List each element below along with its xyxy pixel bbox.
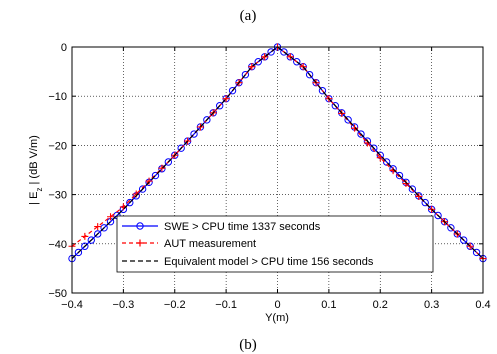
legend-entry-swe: SWE > CPU time 1337 seconds bbox=[122, 221, 321, 233]
data-point-swe bbox=[395, 171, 404, 180]
data-point-swe bbox=[228, 86, 237, 95]
legend: SWE > CPU time 1337 seconds AUT measurem… bbox=[116, 215, 434, 273]
data-point-swe bbox=[190, 130, 198, 138]
data-point-swe bbox=[421, 198, 429, 207]
series-equivalent bbox=[71, 46, 484, 259]
data-point-swe bbox=[357, 130, 365, 138]
data-point-aut bbox=[222, 95, 230, 103]
data-point-swe bbox=[370, 144, 378, 152]
data-point-swe bbox=[81, 242, 89, 250]
data-point-swe bbox=[293, 58, 301, 66]
y-axis-label-main: | E bbox=[28, 192, 40, 205]
data-point-swe bbox=[318, 86, 327, 95]
data-point-swe bbox=[472, 248, 481, 257]
data-point-swe bbox=[344, 116, 352, 124]
data-point-swe bbox=[151, 171, 160, 180]
data-point-swe bbox=[241, 70, 250, 79]
data-point-swe bbox=[267, 48, 275, 56]
data-point-swe bbox=[216, 102, 224, 110]
data-point-aut bbox=[158, 164, 166, 172]
y-tick-label: −20 bbox=[48, 140, 67, 152]
data-point-swe bbox=[447, 224, 455, 232]
data-point-aut bbox=[107, 213, 115, 221]
data-point-aut bbox=[299, 63, 307, 71]
data-point-aut bbox=[196, 123, 204, 131]
y-tick-label: −10 bbox=[48, 91, 67, 103]
x-tick-label: 0.1 bbox=[321, 299, 336, 311]
data-point-swe bbox=[177, 144, 185, 152]
data-point-swe bbox=[382, 158, 391, 166]
data-point-swe bbox=[460, 236, 468, 244]
x-tick-label: −0.4 bbox=[61, 299, 83, 311]
legend-label-aut: AUT measurement bbox=[164, 238, 256, 250]
legend-entry-equivalent: Equivalent model > CPU time 156 seconds bbox=[122, 256, 374, 268]
x-axis-label: Y(m) bbox=[265, 312, 289, 324]
x-tick-label: 0.3 bbox=[424, 299, 439, 311]
data-point-swe bbox=[331, 102, 339, 110]
y-axis-label-sub: z bbox=[35, 188, 44, 192]
plot-frame bbox=[71, 46, 484, 294]
data-point-swe bbox=[254, 58, 262, 66]
data-point-swe bbox=[126, 198, 134, 207]
x-tick-label: −0.1 bbox=[215, 299, 237, 311]
data-point-aut bbox=[248, 63, 256, 71]
data-point-aut bbox=[428, 205, 436, 213]
y-tick-label: 0 bbox=[61, 42, 67, 54]
data-point-aut bbox=[402, 180, 410, 188]
data-point-swe bbox=[280, 48, 288, 56]
y-axis-label: | Ez | (dB V/m) bbox=[28, 135, 44, 205]
legend-label-equivalent: Equivalent model > CPU time 156 seconds bbox=[164, 256, 374, 268]
y-axis-label-rest: | (dB V/m) bbox=[28, 135, 40, 187]
data-point-swe bbox=[93, 230, 102, 238]
data-point-swe bbox=[100, 224, 108, 232]
legend-box bbox=[116, 215, 434, 273]
legend-entry-aut: AUT measurement bbox=[122, 238, 256, 250]
data-point-swe bbox=[434, 211, 442, 220]
data-point-swe bbox=[74, 248, 83, 257]
data-point-aut bbox=[145, 177, 153, 185]
data-point-aut bbox=[94, 223, 102, 231]
x-tick-label: 0.2 bbox=[373, 299, 388, 311]
y-tick-label: −40 bbox=[48, 239, 67, 251]
series-line-equivalent bbox=[71, 46, 484, 259]
data-point-swe bbox=[138, 185, 147, 193]
data-point-swe bbox=[87, 236, 95, 244]
x-tick-label: 0 bbox=[274, 299, 280, 311]
data-point-swe bbox=[164, 158, 173, 166]
data-point-aut bbox=[351, 124, 359, 132]
x-tick-label: −0.2 bbox=[164, 299, 186, 311]
data-point-swe bbox=[203, 116, 211, 124]
data-point-aut bbox=[261, 53, 269, 61]
data-point-aut bbox=[466, 242, 474, 250]
data-point-swe bbox=[305, 70, 314, 79]
data-point-aut bbox=[81, 232, 89, 240]
bottom-caption: (b) bbox=[239, 337, 257, 353]
legend-marker-swe bbox=[136, 222, 144, 230]
legend-marker-aut bbox=[136, 239, 144, 247]
data-point-aut bbox=[286, 53, 294, 61]
ticks: −0.4 −0.3 −0.2 −0.1 0 0.1 0.2 0.3 0.4 0 −10 −20 −30 −… bbox=[48, 42, 490, 311]
data-point-aut bbox=[415, 192, 423, 200]
top-caption: (a) bbox=[240, 8, 257, 24]
x-tick-label: 0.4 bbox=[475, 299, 490, 311]
data-point-swe bbox=[408, 185, 417, 193]
x-tick-label: −0.3 bbox=[113, 299, 135, 311]
y-tick-label: −30 bbox=[48, 190, 67, 202]
legend-label-swe: SWE > CPU time 1337 seconds bbox=[164, 221, 321, 233]
y-tick-label: −50 bbox=[48, 288, 67, 300]
